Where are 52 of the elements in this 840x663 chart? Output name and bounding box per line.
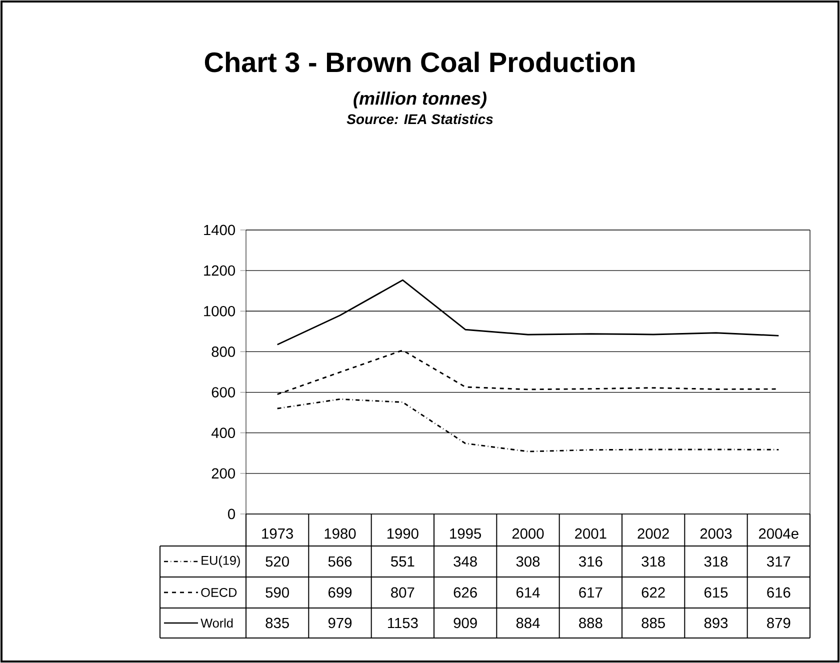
x-tick-label: 2000	[512, 528, 544, 539]
data-label: 590	[266, 587, 289, 598]
chart-title: Chart 3 - Brown Coal Production	[204, 52, 634, 72]
data-label: 616	[767, 587, 790, 598]
data-label: 348	[454, 556, 477, 567]
data-label: 699	[328, 587, 352, 598]
data-label: 318	[704, 556, 728, 567]
x-tick-label: 1973	[262, 528, 293, 539]
data-label: 884	[516, 618, 540, 628]
data-label: 1153	[388, 618, 418, 628]
data-label: 893	[704, 618, 728, 628]
legend-label: EU(19)	[202, 556, 240, 568]
y-tick-label: 200	[212, 468, 236, 479]
x-tick-label: 2001	[575, 528, 606, 539]
data-label: 566	[328, 556, 352, 567]
x-tick-label: 1995	[450, 528, 482, 539]
data-label: 520	[266, 556, 289, 567]
data-label: 551	[391, 556, 414, 567]
x-tick-label: 2003	[700, 528, 732, 539]
data-label: 979	[328, 618, 352, 628]
y-tick-label: 1200	[204, 265, 236, 276]
data-label: 615	[704, 587, 728, 598]
y-tick-label: 1000	[204, 306, 236, 316]
x-tick-label: 2002	[638, 528, 669, 539]
chart-subtitle: (million tonnes)	[354, 92, 486, 108]
data-label: 626	[454, 587, 477, 598]
data-label: 622	[642, 587, 665, 598]
data-label: 317	[766, 556, 790, 567]
legend-label: World	[200, 618, 233, 628]
x-tick-label: 1980	[324, 528, 356, 539]
line-series	[276, 398, 780, 452]
y-tick-label: 600	[212, 387, 236, 398]
data-label: 835	[266, 618, 289, 628]
y-tick-label: 0	[228, 508, 236, 520]
source-note: Source: IEA Statistics	[346, 114, 493, 124]
data-label: 614	[516, 587, 540, 598]
data-label: 318	[642, 556, 665, 567]
data-label: 807	[391, 587, 414, 598]
data-label: 308	[516, 556, 540, 567]
data-label: 888	[579, 618, 602, 628]
data-label: 316	[578, 556, 602, 567]
y-tick-label: 400	[211, 428, 236, 438]
x-tick-label: 2004e	[758, 528, 798, 539]
y-tick-label: 1400	[204, 224, 236, 236]
line-series	[276, 279, 780, 346]
data-label: 885	[642, 618, 665, 628]
y-tick-label: 800	[212, 346, 236, 357]
legend-label: OECD	[201, 588, 237, 597]
x-tick-label: 1990	[387, 528, 418, 539]
data-label: 617	[579, 587, 602, 598]
data-label: 879	[767, 618, 790, 628]
data-label: 909	[454, 618, 477, 628]
